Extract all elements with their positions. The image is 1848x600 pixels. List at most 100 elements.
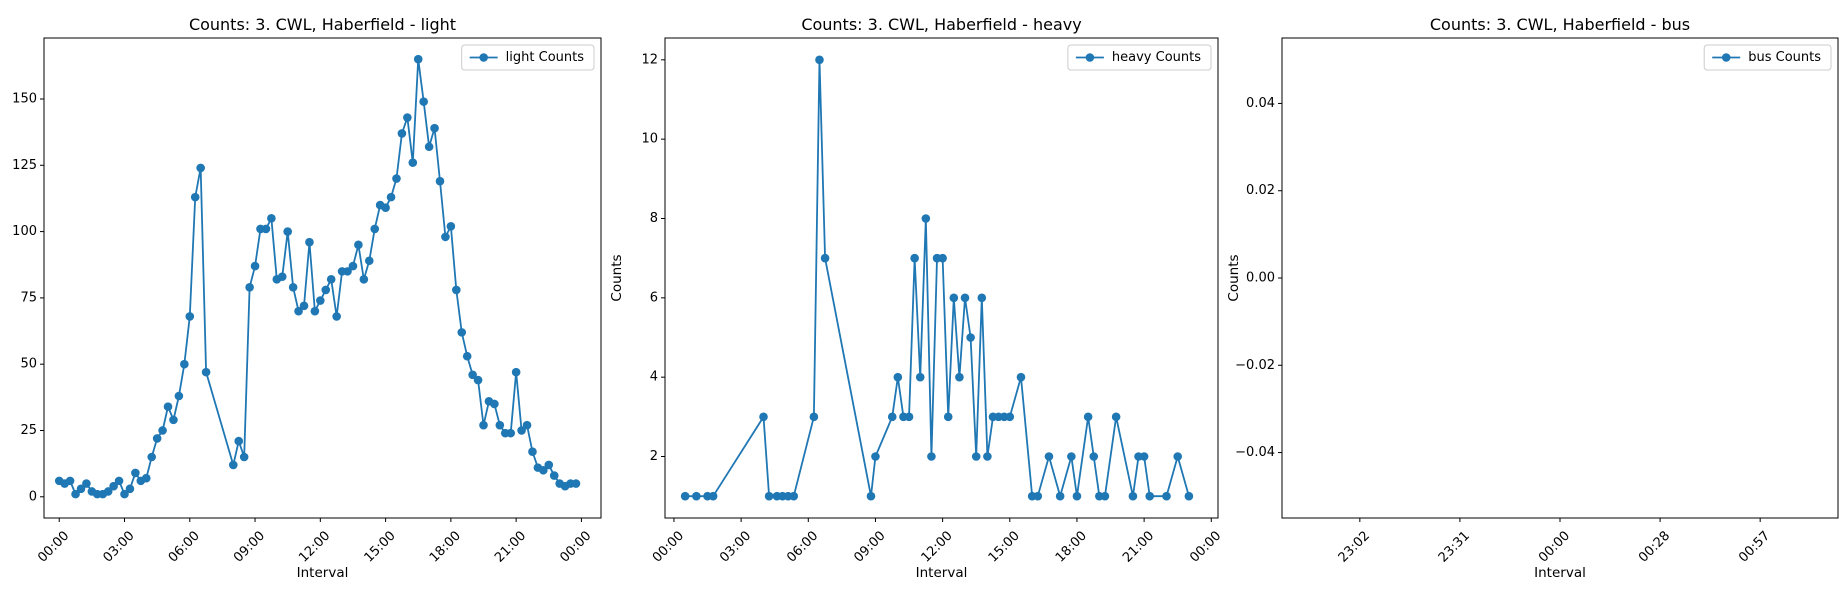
data-point [815,55,824,65]
data-point [938,253,947,263]
data-point [759,412,768,422]
data-point [359,275,369,284]
data-point [354,240,363,250]
data-point [250,261,260,271]
data-point [955,372,964,382]
legend-box [1067,44,1212,71]
x-tick-label: 21:00 [492,528,529,565]
data-point [1139,452,1149,461]
chart-panel-3: Counts: 3. CWL, Haberfield - bus 23:02 23:… [1226,15,1839,581]
data-point [174,391,184,401]
data-point [381,203,390,213]
data-point [1089,452,1099,461]
data-point [1111,412,1121,422]
data-point [109,481,118,491]
data-point [158,426,167,435]
data-point [915,372,925,382]
data-point [789,491,799,501]
y-tick-label: 0.04 [1246,96,1275,111]
data-point [332,312,341,321]
x-tick-label: 06:00 [166,528,203,565]
data-point [479,420,488,430]
data-point [1005,412,1015,422]
y-axis-label: Counts [609,254,625,301]
x-tick-label: 03:00 [717,528,754,565]
x-tick-label: 18:00 [427,528,464,565]
chart-panel-1: Counts: 3. CWL, Haberfield - light 00:00 0… [12,15,602,581]
data-point [316,296,325,305]
x-tick-label: 15:00 [362,528,399,565]
data-point [1072,491,1082,501]
legend: light Counts [461,44,595,71]
y-tick-label: 0.00 [1246,271,1275,286]
legend: bus Counts [1703,44,1832,71]
y-tick-label: 0 [29,489,37,504]
data-point [910,253,919,263]
data-point [131,468,140,478]
data-point [708,491,718,501]
data-point [1162,491,1171,501]
data-point [435,176,445,186]
data-point [321,285,331,295]
data-point [403,113,412,122]
data-point [866,491,876,501]
data-point [277,272,287,281]
data-point [408,158,418,167]
data-point [190,192,200,202]
data-point [943,412,953,422]
data-point [680,491,690,501]
x-tick-label: 00:28 [1636,528,1673,565]
data-point [180,359,189,369]
y-tick-label: 150 [12,91,37,106]
data-point [977,293,987,303]
data-point [887,412,897,422]
data-point [893,372,903,382]
data-point [364,256,374,266]
data-point [871,452,880,461]
data-point [152,434,162,443]
data-point [326,275,336,284]
data-point [927,452,936,461]
y-tick-label: 125 [12,158,37,173]
data-point [966,333,975,342]
y-tick-label: 0.02 [1246,183,1275,198]
x-tick-label: 15:00 [986,528,1023,565]
data-point [473,375,483,385]
data-point [65,476,75,486]
data-point [288,282,298,292]
data-point [1067,452,1076,461]
data-point [125,484,135,494]
data-point [441,232,450,242]
data-point [506,428,516,438]
y-tick-label: 25 [20,423,37,438]
data-point [201,367,211,377]
data-point [348,261,358,271]
series-line [685,58,1190,498]
data-point [522,420,532,430]
data-point [1016,372,1026,382]
data-point [1128,491,1138,501]
data-point [245,282,254,292]
data-point [904,412,914,422]
x-tick-label: 03:00 [100,528,137,565]
chart-panel-2: Counts: 3. CWL, Haberfield - heavy 00:00 0… [609,15,1224,581]
x-tick-label: 21:00 [1120,528,1157,565]
data-point [196,163,205,173]
x-tick-label: 00:00 [1187,528,1224,565]
x-tick-label: 23:31 [1436,528,1473,565]
x-tick-label: 12:00 [296,528,333,565]
data-point [1033,491,1043,501]
data-point [147,452,157,462]
y-tick-label: −0.04 [1235,445,1275,460]
data-point [114,476,124,486]
data-point [430,123,439,133]
data-point [511,367,521,377]
data-point [462,351,472,361]
legend-marker-swatch [1721,53,1731,62]
data-point [261,224,271,234]
chart-title: Counts: 3. CWL, Haberfield - light [189,15,456,34]
data-point [141,473,151,483]
y-tick-label: 2 [650,449,658,464]
plot-frame [1281,37,1839,519]
